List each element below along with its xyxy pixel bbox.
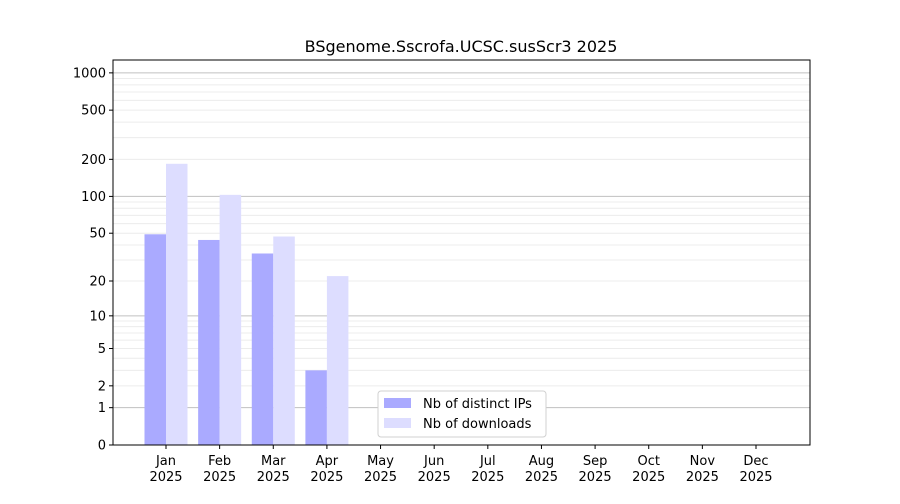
legend-swatch (384, 398, 411, 408)
chart-title: BSgenome.Sscrofa.UCSC.susScr3 2025 (305, 37, 618, 56)
x-tick-label: 2025 (471, 470, 504, 485)
bar-distinct-ips (144, 234, 166, 445)
x-tick-label: 2025 (525, 470, 558, 485)
bar-downloads (326, 276, 349, 445)
x-tick-label: Aug (529, 454, 554, 469)
x-tick-label: Sep (583, 454, 608, 469)
bar-downloads (273, 236, 295, 445)
legend-swatch (384, 418, 411, 428)
x-tick-label: Mar (261, 454, 286, 469)
plot-frame (112, 59, 811, 446)
legend: Nb of distinct IPs Nb of downloads (377, 390, 547, 438)
x-tick-label: 2025 (203, 470, 236, 485)
y-tick-label: 2 (98, 379, 106, 394)
y-tick-label: 50 (89, 227, 106, 242)
x-tick-label: May (367, 454, 394, 469)
y-tick-label: 1000 (73, 66, 106, 81)
x-tick-label: 2025 (739, 470, 772, 485)
x-tick-label: 2025 (257, 470, 290, 485)
x-tick-label: Oct (637, 454, 659, 469)
x-tick-label: 2025 (632, 470, 665, 485)
x-tick-label: Nov (690, 454, 716, 469)
x-tick-label: Dec (743, 454, 768, 469)
y-tick-label: 200 (81, 153, 106, 168)
x-tick-label: 2025 (579, 470, 612, 485)
y-tick-label: 5 (98, 342, 106, 357)
y-tick-label: 100 (81, 190, 106, 205)
x-tick-label: Jun (423, 454, 444, 469)
x-tick-label: Jan (155, 454, 176, 469)
x-tick-label: Apr (316, 454, 339, 469)
y-tick-label: 0 (98, 439, 106, 454)
legend-label: Nb of downloads (423, 417, 532, 432)
y-tick-label: 500 (81, 104, 106, 119)
bar-downloads (166, 163, 188, 445)
y-tick-label: 10 (89, 309, 106, 324)
x-tick-label: 2025 (364, 470, 397, 485)
x-tick-label: 2025 (418, 470, 451, 485)
x-tick-label: 2025 (149, 470, 182, 485)
y-tick-label: 20 (89, 275, 106, 290)
x-tick-label: Feb (208, 454, 231, 469)
bar-distinct-ips (198, 239, 220, 445)
bar-distinct-ips (305, 370, 327, 445)
x-tick-label: 2025 (686, 470, 719, 485)
bar-distinct-ips (251, 253, 274, 445)
legend-box (377, 390, 547, 438)
x-tick-label: 2025 (310, 470, 343, 485)
x-tick-label: Jul (479, 454, 496, 469)
bar-downloads (219, 194, 242, 445)
y-tick-label: 1 (98, 401, 106, 416)
legend-label: Nb of distinct IPs (423, 397, 532, 412)
